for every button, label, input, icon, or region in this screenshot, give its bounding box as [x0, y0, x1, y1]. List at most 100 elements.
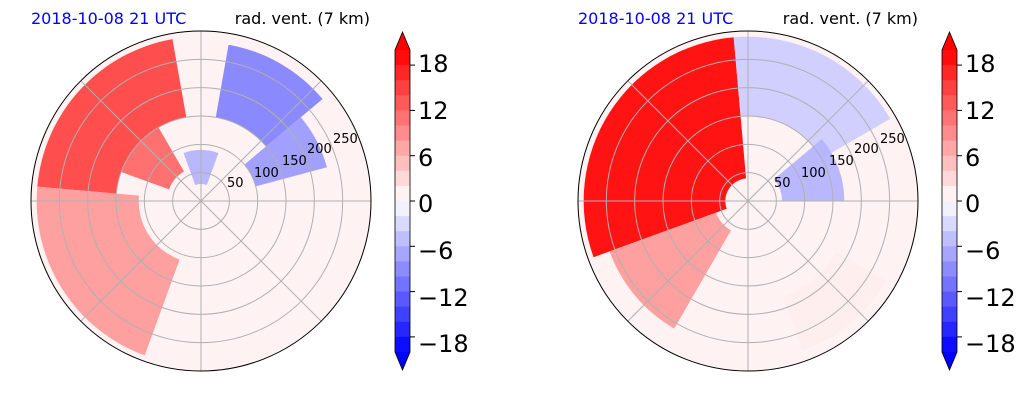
- colorbar-1-band-8: [395, 155, 410, 172]
- colorbar-2-band-5: [942, 110, 957, 126]
- colorbar-1-band-5: [395, 110, 410, 126]
- panel-1-title-variable: rad. vent. (7 km): [235, 9, 370, 28]
- panel-2-field-region-2: [609, 212, 731, 329]
- colorbar-2-band-11: [942, 201, 957, 217]
- colorbar-2-band-7: [942, 140, 957, 157]
- panel-1-radial-label-150: 150: [282, 154, 307, 169]
- colorbar-2-extend-min: [942, 352, 957, 370]
- colorbar-2-bar: [941, 30, 962, 372]
- colorbar-1-band-15: [395, 261, 410, 277]
- colorbar-1-tick-6: 6: [418, 144, 433, 172]
- panel-1-title-date: 2018-10-08 21 UTC: [31, 9, 186, 28]
- colorbar-1-band-13: [395, 231, 410, 247]
- colorbar-1-band-20: [395, 336, 410, 353]
- colorbar-1-extend-max: [395, 32, 410, 50]
- panel-1-field-region-2: [121, 127, 184, 190]
- colorbar-1-band-14: [395, 246, 410, 262]
- panel-1-boundary: [30, 30, 372, 372]
- colorbar-2-tick-neg18: −18: [965, 330, 1016, 358]
- colorbar-2-band-3: [942, 80, 957, 96]
- panel-2-boundary: [577, 30, 919, 372]
- panel-1-field-region-1: [37, 39, 187, 194]
- panel-2-radial-label-100: 100: [801, 166, 826, 181]
- colorbar-2-band-8: [942, 155, 957, 172]
- colorbar-1-tick-0: 0: [418, 190, 433, 218]
- colorbar-1-tick-neg6: −6: [418, 237, 453, 265]
- panel-2-radial-label-150: 150: [829, 154, 854, 169]
- panel-1-spoke-225: [80, 200, 202, 322]
- panel-2-spoke-135: [627, 80, 749, 202]
- panel-1-field-region-7: [146, 212, 351, 360]
- colorbar-2: 18 12 6 0 −6 −12 −18: [941, 30, 1016, 372]
- colorbar-1: 18 12 6 0 −6 −12 −18: [394, 30, 469, 372]
- colorbar-1-band-3: [395, 80, 410, 96]
- colorbar-2-band-18: [942, 306, 957, 323]
- panel-2-radial-label-250: 250: [880, 132, 905, 147]
- colorbar-2-band-16: [942, 276, 957, 293]
- colorbar-1-band-17: [395, 291, 410, 308]
- colorbar-1-band-10: [395, 185, 410, 202]
- panel-1-spoke-135: [80, 80, 202, 202]
- colorbar-2-band-14: [942, 246, 957, 262]
- panel-2-field-region-4: [774, 139, 845, 201]
- colorbar-2-band-20: [942, 336, 957, 353]
- colorbar-2-band-6: [942, 125, 957, 142]
- colorbar-2-tick-neg12: −12: [965, 284, 1016, 312]
- colorbar-2-band-1: [942, 50, 957, 66]
- colorbar-1-band-18: [395, 306, 410, 323]
- colorbar-2-band-12: [942, 216, 957, 232]
- colorbar-2-tick-18: 18: [965, 50, 996, 78]
- colorbar-2-band-10: [942, 185, 957, 202]
- panel-2-field-region-1: [583, 37, 747, 258]
- colorbar-1-band-12: [395, 216, 410, 232]
- colorbar-2-outline: [941, 30, 958, 372]
- panel-1-gridlines: [31, 31, 371, 371]
- colorbar-2-band-13: [942, 231, 957, 247]
- panel-2-title-date: 2018-10-08 21 UTC: [578, 9, 733, 28]
- panel-1-radial-label-100: 100: [254, 166, 279, 181]
- panel-1-spoke-45: [200, 80, 322, 202]
- colorbar-1-band-11: [395, 201, 410, 217]
- panel-2-field-region-3: [733, 36, 891, 159]
- colorbar-1-band-6: [395, 125, 410, 142]
- colorbar-2-band-19: [942, 321, 957, 338]
- panel-2-radial-label-50: 50: [774, 176, 791, 191]
- colorbar-1-tick-neg18: −18: [418, 330, 469, 358]
- colorbar-2-band-4: [942, 95, 957, 111]
- colorbar-1-outline: [394, 30, 411, 372]
- colorbar-1-band-2: [395, 65, 410, 81]
- polar-panel-2: 2018-10-08 21 UTC rad. vent. (7 km) 50 1…: [577, 9, 919, 372]
- colorbar-1-band-1: [395, 50, 410, 66]
- panel-1-radial-label-50: 50: [227, 176, 244, 191]
- panel-1-field-region-3: [36, 186, 180, 356]
- panel-1-spoke-315: [200, 200, 322, 322]
- colorbar-2-tick-0: 0: [965, 190, 980, 218]
- colorbar-1-extend-min: [395, 352, 410, 370]
- colorbar-2-band-15: [942, 261, 957, 277]
- panel-2-gridlines: [578, 31, 918, 371]
- colorbar-1-tick-neg12: −12: [418, 284, 469, 312]
- panel-2-field-region-6: [668, 201, 907, 360]
- colorbar-2-extend-max: [942, 32, 957, 50]
- panel-1-field-region-4: [215, 44, 323, 147]
- panel-1-radial-label-200: 200: [307, 142, 332, 157]
- polar-panel-1: 2018-10-08 21 UTC rad. vent. (7 km) 50 1…: [30, 9, 372, 372]
- colorbar-2-tick-neg6: −6: [965, 237, 1000, 265]
- panel-2-spoke-225: [627, 200, 749, 322]
- panel-2-spoke-45: [747, 80, 869, 202]
- colorbar-1-band-4: [395, 95, 410, 111]
- colorbar-1-band-16: [395, 276, 410, 293]
- colorbar-2-tick-6: 6: [965, 144, 980, 172]
- panel-2-velocity-field: [583, 36, 907, 360]
- colorbar-1-band-9: [395, 170, 410, 187]
- colorbar-1-tick-18: 18: [418, 50, 449, 78]
- colorbar-2-band-17: [942, 291, 957, 308]
- panel-1-field-region-5: [244, 117, 327, 187]
- colorbar-1-tick-12: 12: [418, 97, 449, 125]
- panel-2-radial-label-200: 200: [854, 142, 879, 157]
- panel-1-velocity-field: [36, 39, 351, 360]
- colorbar-1-band-19: [395, 321, 410, 338]
- panel-2-spoke-315: [747, 200, 869, 322]
- colorbar-2-band-2: [942, 65, 957, 81]
